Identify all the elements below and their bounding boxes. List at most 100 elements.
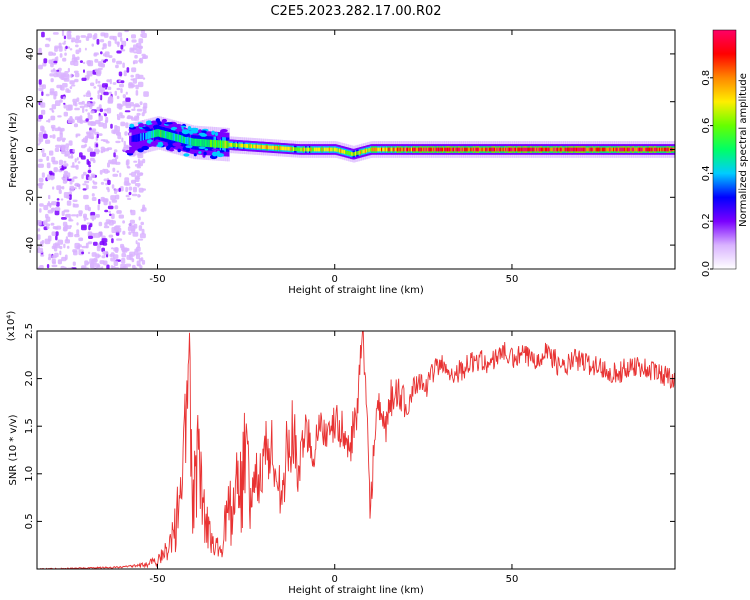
heatmap-cell	[81, 224, 87, 231]
heatmap-cell	[569, 147, 572, 152]
heatmap-cell	[223, 140, 226, 149]
heatmap-cell	[136, 108, 143, 112]
heatmap-cell	[79, 105, 85, 109]
heatmap-cell	[327, 147, 330, 152]
heatmap-cell	[120, 88, 123, 94]
heatmap-cell	[430, 147, 433, 152]
heatmap-cell	[95, 143, 99, 148]
heatmap-cell	[193, 138, 196, 147]
heatmap-cell	[146, 131, 149, 140]
heatmap-cell	[407, 147, 410, 152]
heatmap-cell	[436, 147, 439, 152]
heatmap-cell	[122, 230, 126, 235]
heatmap-cell	[116, 238, 123, 241]
heatmap-cell	[441, 147, 444, 152]
heatmap-cell	[185, 145, 193, 149]
heatmap-cell	[38, 114, 43, 120]
heatmap-cell	[487, 147, 490, 152]
heatmap-cell	[59, 245, 63, 250]
heatmap-cell	[97, 94, 101, 100]
heatmap-cell	[65, 236, 68, 242]
heatmap-cell	[390, 147, 394, 152]
heatmap-cell	[41, 172, 45, 178]
heatmap-cell	[295, 147, 298, 152]
heatmap-cell	[127, 197, 132, 200]
heatmap-cell	[297, 147, 301, 152]
heatmap-cell	[278, 146, 281, 150]
heatmap-cell	[439, 147, 442, 152]
heatmap-cell	[598, 147, 601, 152]
heatmap-cell	[196, 138, 199, 147]
heatmap-cell	[56, 137, 61, 142]
heatmap-cell	[93, 241, 98, 246]
heatmap-cell	[135, 254, 141, 260]
heatmap-cell	[111, 158, 117, 165]
heatmap-cell	[152, 130, 155, 138]
heatmap-cell	[118, 71, 123, 77]
heatmap-cell	[121, 253, 127, 258]
heatmap-cell	[94, 58, 99, 63]
heatmap-cell	[110, 195, 116, 201]
heatmap-cell	[41, 240, 45, 244]
heatmap-cell	[364, 149, 368, 153]
heatmap-cell	[250, 144, 253, 149]
heatmap-cell	[111, 238, 114, 244]
heatmap-cell	[130, 48, 136, 51]
heatmap-cell	[586, 147, 590, 152]
heatmap-cell	[191, 138, 194, 146]
heatmap-cell	[57, 115, 62, 118]
heatmap-cell	[105, 141, 110, 144]
heatmap-cell	[136, 172, 140, 176]
heatmap-cell	[584, 147, 587, 152]
heatmap-cell	[120, 44, 124, 50]
heatmap-cell	[64, 52, 67, 56]
heatmap-cell	[40, 254, 45, 257]
heatmap-cell	[125, 97, 131, 102]
heatmap-cell	[616, 147, 619, 152]
heatmap-cell	[82, 107, 85, 113]
heatmap-cell	[103, 148, 110, 152]
heatmap-cell	[81, 174, 84, 179]
heatmap-cell	[567, 147, 570, 152]
heatmap-cell	[580, 147, 583, 152]
heatmap-cell	[183, 153, 190, 157]
heatmap-cell	[470, 147, 473, 152]
heatmap-cell	[48, 194, 51, 200]
heatmap-cell	[45, 93, 50, 97]
heatmap-cell	[284, 146, 287, 151]
heatmap-cell	[93, 86, 97, 89]
heatmap-cell	[134, 183, 141, 187]
heatmap-cell	[80, 155, 86, 160]
heatmap-cell	[76, 229, 80, 236]
heatmap-cell	[361, 150, 364, 154]
heatmap-cell	[225, 140, 229, 149]
heatmap-cell	[245, 144, 248, 148]
heatmap-cell	[306, 147, 309, 152]
heatmap-cell	[67, 30, 72, 34]
heatmap-cell	[51, 255, 57, 259]
heatmap-cell	[637, 147, 640, 152]
heatmap-cell	[125, 263, 132, 267]
heatmap-cell	[61, 186, 65, 190]
heatmap-cell	[264, 145, 267, 149]
heatmap-cell	[474, 147, 477, 152]
heatmap-cell	[172, 142, 182, 147]
heatmap-cell	[322, 147, 325, 152]
heatmap-cell	[90, 121, 96, 126]
heatmap-cell	[125, 122, 129, 129]
heatmap-cell	[259, 144, 262, 149]
heatmap-cell	[115, 225, 121, 228]
heatmap-cell	[216, 153, 224, 158]
heatmap-cell	[660, 147, 663, 152]
heatmap-cell	[629, 147, 632, 152]
heatmap-cell	[106, 264, 110, 269]
heatmap-cell	[124, 182, 131, 186]
heatmap-cell	[593, 147, 596, 152]
heatmap-cell	[132, 60, 138, 64]
heatmap-cell	[613, 147, 616, 152]
heatmap-cell	[95, 214, 100, 218]
heatmap-cell	[66, 195, 70, 199]
heatmap-cell	[81, 139, 85, 143]
heatmap-cell	[606, 147, 609, 152]
heatmap-cell	[60, 198, 64, 201]
